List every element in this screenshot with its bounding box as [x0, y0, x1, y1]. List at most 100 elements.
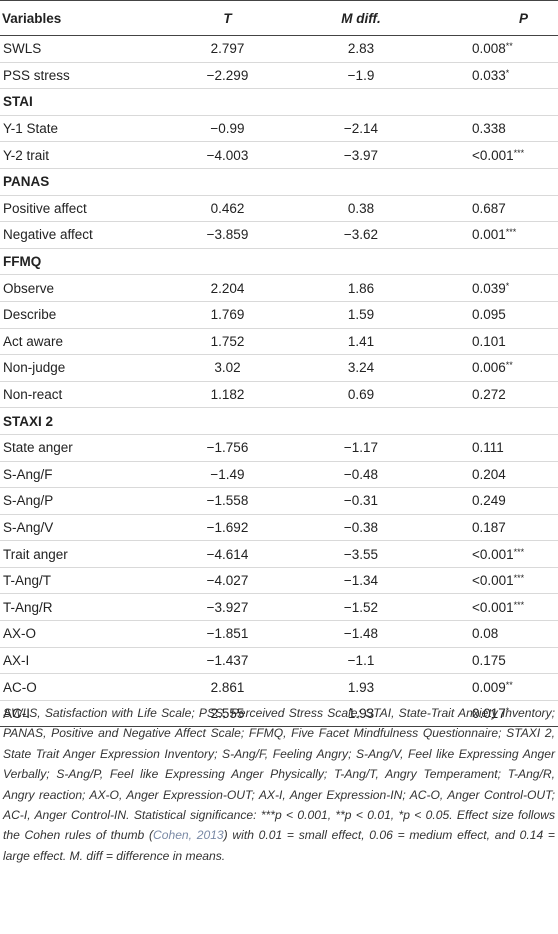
table-row: Trait anger −4.614 −3.55 <0.001*** — [0, 541, 558, 568]
significance-marker: ** — [505, 679, 513, 690]
t-cell: −4.614 — [160, 541, 295, 568]
mdiff-cell: −0.31 — [295, 488, 427, 515]
mdiff-cell: −1.1 — [295, 647, 427, 674]
significance-marker: *** — [513, 599, 525, 610]
t-cell-value: −4.614 — [206, 546, 249, 562]
table-row: T-Ang/T −4.027 −1.34 <0.001*** — [0, 567, 558, 594]
mdiff-cell: −1.17 — [295, 434, 427, 461]
variable-cell: S-Ang/F — [0, 461, 160, 488]
p-cell: 0.204 — [427, 461, 558, 488]
variable-cell: Non-react — [0, 381, 160, 408]
t-cell: 1.769 — [160, 301, 295, 328]
t-cell-value: −1.437 — [206, 652, 249, 668]
mdiff-cell: −1.34 — [295, 567, 427, 594]
p-cell-value: <0.001 — [472, 599, 514, 615]
significance-marker: *** — [505, 227, 517, 238]
mdiff-cell-value: −1.1 — [347, 652, 375, 668]
mdiff-cell: −3.97 — [295, 142, 427, 169]
table-header: Variables T M diff. P — [0, 0, 558, 36]
p-cell: <0.001*** — [427, 541, 558, 568]
variable-cell: Negative affect — [0, 222, 160, 249]
t-cell-value: −4.003 — [206, 147, 249, 163]
p-cell: 0.187 — [427, 514, 558, 541]
header-row: Variables T M diff. P — [0, 0, 558, 36]
t-cell-value: −1.851 — [206, 626, 249, 642]
variable-cell: AC-I — [0, 700, 160, 727]
t-cell: −1.49 — [160, 461, 295, 488]
table-row: Y-2 trait −4.003 −3.97 <0.001*** — [0, 142, 558, 169]
footnote-citation-link[interactable]: Cohen, 2013 — [153, 828, 224, 843]
mdiff-cell-value: 1.93 — [347, 679, 375, 695]
t-cell: 2.797 — [160, 36, 295, 63]
table-row: T-Ang/R −3.927 −1.52 <0.001*** — [0, 594, 558, 621]
footnote-text-end: ) with 0.01 = small effect, 0.06 = mediu… — [3, 828, 555, 863]
variable-cell-value: Observe — [3, 280, 55, 296]
variable-cell: Describe — [0, 301, 160, 328]
variable-cell-value: AC-O — [3, 679, 37, 695]
variable-cell: Y-1 State — [0, 115, 160, 142]
p-cell: <0.001*** — [427, 567, 558, 594]
mdiff-cell: −0.38 — [295, 514, 427, 541]
significance-marker: * — [505, 706, 510, 717]
variable-cell: Non-judge — [0, 355, 160, 382]
mdiff-cell-value: 2.83 — [347, 41, 375, 57]
variable-cell: Act aware — [0, 328, 160, 355]
p-cell-value: <0.001 — [472, 546, 514, 562]
section-row: FFMQ — [0, 248, 558, 275]
t-cell-value: 1.769 — [210, 307, 245, 323]
mdiff-cell-value: −0.38 — [343, 519, 379, 535]
mdiff-cell-value: 1.93 — [347, 706, 375, 722]
t-cell: 1.752 — [160, 328, 295, 355]
section-label: PANAS — [3, 174, 50, 190]
p-cell: 0.272 — [427, 381, 558, 408]
p-cell-value: 0.008 — [472, 41, 506, 57]
variable-cell-value: S-Ang/P — [3, 493, 54, 509]
variable-cell: Observe — [0, 275, 160, 302]
mdiff-cell-value: 0.69 — [347, 387, 375, 403]
p-cell: 0.009** — [427, 674, 558, 701]
t-cell-value: 1.182 — [210, 387, 245, 403]
variable-cell-value: State anger — [3, 440, 73, 456]
t-cell: −2.299 — [160, 62, 295, 89]
t-cell: −4.027 — [160, 567, 295, 594]
table-row: Non-judge 3.02 3.24 0.006** — [0, 355, 558, 382]
p-cell: 0.687 — [427, 195, 558, 222]
significance-marker: *** — [513, 546, 525, 557]
variable-cell-value: AX-I — [3, 652, 30, 668]
table-row: AC-O 2.861 1.93 0.009** — [0, 674, 558, 701]
significance-marker: * — [505, 67, 510, 78]
p-cell-value: 0.204 — [472, 466, 506, 482]
p-cell: 0.111 — [427, 434, 558, 461]
variable-cell-value: T-Ang/R — [3, 599, 53, 615]
mdiff-cell-value: −1.17 — [343, 440, 379, 456]
table-row: AX-O −1.851 −1.48 0.08 — [0, 621, 558, 648]
table-row: State anger −1.756 −1.17 0.111 — [0, 434, 558, 461]
mdiff-cell: −3.55 — [295, 541, 427, 568]
mdiff-cell-value: −3.55 — [343, 546, 379, 562]
p-cell: 0.033* — [427, 62, 558, 89]
t-cell: 2.555 — [160, 700, 295, 727]
p-cell: 0.008** — [427, 36, 558, 63]
p-cell-value: 0.249 — [472, 493, 506, 509]
variable-cell: T-Ang/T — [0, 567, 160, 594]
mdiff-cell-value: 1.59 — [347, 307, 375, 323]
p-cell-value: 0.006 — [472, 360, 506, 376]
section-label: STAXI 2 — [3, 413, 54, 429]
table-row: Describe 1.769 1.59 0.095 — [0, 301, 558, 329]
significance-marker: ** — [505, 41, 513, 52]
significance-marker: *** — [513, 573, 525, 584]
table-row: PSS stress −2.299 −1.9 0.033* — [0, 62, 558, 89]
p-cell-value: 0.095 — [472, 307, 506, 323]
mdiff-cell: −0.48 — [295, 461, 427, 488]
mdiff-cell: −2.14 — [295, 115, 427, 142]
variable-cell-value: Non-judge — [3, 360, 66, 376]
p-cell-value: 0.687 — [472, 200, 506, 216]
t-cell-value: −1.756 — [206, 440, 249, 456]
section-row: STAXI 2 — [0, 408, 558, 435]
p-cell: 0.338 — [427, 115, 558, 142]
t-cell: 3.02 — [160, 355, 295, 382]
p-cell: <0.001*** — [427, 594, 558, 621]
t-cell-value: 1.752 — [210, 333, 245, 349]
t-cell-value: −0.99 — [210, 121, 245, 137]
